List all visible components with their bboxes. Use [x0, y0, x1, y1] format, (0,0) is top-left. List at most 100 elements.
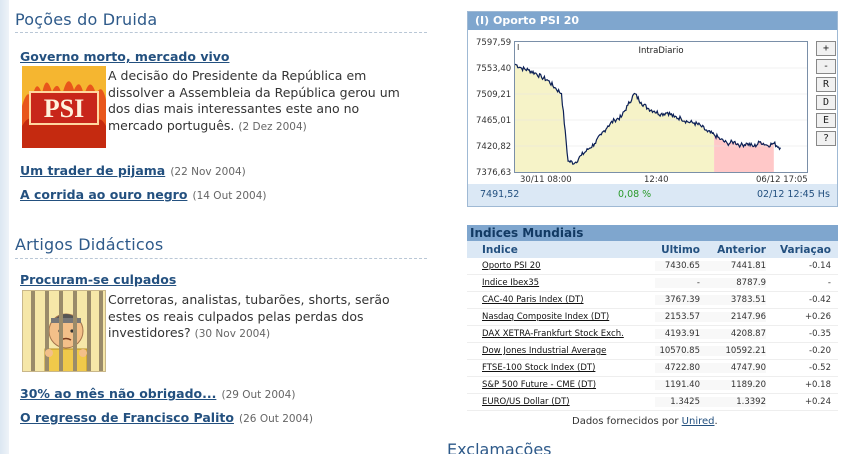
- indices-title: Indices Mundiais: [467, 225, 838, 241]
- data-source-note: Dados fornecidos por Unired.: [572, 416, 718, 427]
- zoom-out-button[interactable]: -: [816, 59, 836, 74]
- index-name-link-cell: Oporto PSI 20: [467, 261, 655, 271]
- table-row: EURO/US Dollar (DT) 1.3425 1.3392 +0.24: [467, 394, 838, 411]
- feature-link-governo[interactable]: Governo morto, mercado vivo: [20, 49, 230, 64]
- unired-link[interactable]: Unired: [681, 416, 715, 427]
- psi-thumbnail[interactable]: PSI: [22, 66, 106, 148]
- feature-text-governo: A decisão do Presidente da República em …: [108, 68, 408, 135]
- table-row: Oporto PSI 20 7430.65 7441.81 -0.14: [467, 258, 838, 275]
- cell-variacao-cell: +0.24: [804, 397, 831, 407]
- article-date: (29 Out 2004): [221, 389, 296, 401]
- index-name-link[interactable]: FTSE-100 Stock Index (DT): [482, 363, 596, 373]
- feature-body: Corretoras, analistas, tubarões, shorts,…: [108, 292, 390, 340]
- cell-variacao-cell: -0.35: [809, 329, 831, 339]
- index-name-link[interactable]: Oporto PSI 20: [482, 261, 541, 271]
- cell-ultimo-cell: 10570.85: [655, 346, 700, 356]
- cell-variacao-cell: -: [827, 278, 831, 288]
- cell-variacao-cell: -0.52: [809, 363, 831, 373]
- feature-body: A decisão do Presidente da República em …: [108, 68, 400, 133]
- chart-e-button[interactable]: E: [816, 113, 836, 128]
- indices-body: Oporto PSI 20 7430.65 7441.81 -0.14 Indice I…: [467, 258, 838, 411]
- source-suffix: .: [714, 416, 718, 427]
- index-name-link[interactable]: EURO/US Dollar (DT): [482, 397, 570, 407]
- y-tick-label: 7376,63: [476, 168, 512, 178]
- index-name-link-cell: FTSE-100 Stock Index (DT): [467, 363, 655, 373]
- col-header-variacao: Variaçao: [779, 243, 831, 256]
- current-value: 7491,52: [480, 189, 520, 200]
- article-link-palito[interactable]: O regresso de Francisco Palito: [20, 410, 234, 425]
- chart-d-button[interactable]: D: [816, 95, 836, 110]
- list-item: Um trader de pijama (22 Nov 2004): [20, 160, 246, 179]
- index-name-link[interactable]: DAX XETRA-Frankfurt Stock Exch.: [482, 329, 624, 339]
- cell-anterior-cell: 4208.87: [700, 329, 766, 339]
- cell-ultimo-cell: 2153.57: [655, 312, 700, 322]
- index-name-link[interactable]: CAC-40 Paris Index (DT): [482, 295, 584, 305]
- x-tick-label: 12:40: [644, 175, 669, 185]
- article-link-30-porcento[interactable]: 30% ao mês não obrigado...: [20, 386, 217, 401]
- list-item: O regresso de Francisco Palito (26 Out 2…: [20, 407, 313, 426]
- indices-header-row: Indice Ultimo Anterior Variaçao: [467, 241, 838, 258]
- cell-anterior-cell: 10592.21: [700, 346, 766, 356]
- article-link-ouro[interactable]: A corrida ao ouro negro: [20, 187, 188, 202]
- chart-help-button[interactable]: ?: [816, 131, 836, 146]
- feature-link-culpados[interactable]: Procuram-se culpados: [20, 272, 177, 287]
- index-name-link-cell: CAC-40 Paris Index (DT): [467, 295, 655, 305]
- cell-variacao-cell: -0.42: [809, 295, 831, 305]
- feature-date: (2 Dez 2004): [238, 120, 307, 133]
- prisoner-image: [23, 291, 105, 371]
- y-tick-label: 7553,40: [476, 64, 512, 74]
- cell-ultimo-cell: 3767.39: [655, 295, 700, 305]
- chart-corner-mark: I: [517, 43, 519, 52]
- section-title-artigos: Artigos Didácticos: [15, 235, 164, 254]
- table-row: FTSE-100 Stock Index (DT) 4722.80 4747.90 -…: [467, 360, 838, 377]
- index-name-link-cell: Nasdaq Composite Index (DT): [467, 312, 655, 322]
- index-name-link-cell: DAX XETRA-Frankfurt Stock Exch.: [467, 329, 655, 339]
- table-row: Indice Ibex35-8787.9-: [467, 275, 838, 292]
- cell-ultimo-cell: -: [655, 278, 700, 288]
- table-row: DAX XETRA-Frankfurt Stock Exch. 4193.91 42…: [467, 326, 838, 343]
- cell-variacao-cell: +0.18: [804, 380, 831, 390]
- table-row: CAC-40 Paris Index (DT) 3767.39 3783.51 -0.…: [467, 292, 838, 309]
- left-decorative-band: [0, 0, 9, 454]
- index-name-link[interactable]: Nasdaq Composite Index (DT): [482, 312, 610, 322]
- cell-ultimo-cell: 1.3425: [655, 397, 700, 407]
- index-name-link[interactable]: Indice Ibex35: [482, 278, 540, 288]
- col-header-indice: Indice: [482, 243, 518, 256]
- cell-anterior-cell: 2147.96: [700, 312, 766, 322]
- section-divider: [15, 258, 427, 259]
- intraday-chart-svg: I IntraDiario: [515, 43, 807, 172]
- cell-ultimo-cell: 7430.65: [655, 261, 700, 271]
- list-item: A corrida ao ouro negro (14 Out 2004): [20, 184, 267, 203]
- fire-image: PSI: [22, 66, 106, 148]
- article-date: (14 Out 2004): [192, 190, 267, 202]
- psi20-chart-panel: (I) Oporto PSI 20 7597,59 7553,40 7509,2…: [467, 11, 838, 207]
- y-tick-label: 7509,21: [476, 90, 512, 100]
- cell-variacao-cell: -0.20: [809, 346, 831, 356]
- chart-r-button[interactable]: R: [816, 77, 836, 92]
- shaded-region: [515, 64, 715, 172]
- index-name-link[interactable]: S&P 500 Future - CME (DT): [482, 380, 597, 390]
- chart-footer: 7491,52 0,08 % 02/12 12:45 Hs: [468, 184, 837, 206]
- zoom-in-button[interactable]: +: [816, 41, 836, 56]
- index-name-link[interactable]: Dow Jones Industrial Average: [482, 346, 607, 356]
- cell-anterior-cell: 1189.20: [700, 380, 766, 390]
- cell-variacao-cell: +0.26: [804, 312, 831, 322]
- table-row: Nasdaq Composite Index (DT) 2153.57 2147.9…: [467, 309, 838, 326]
- psi-logo-text: PSI: [44, 94, 84, 123]
- indices-table: Indices Mundiais Indice Ultimo Anterior …: [467, 225, 838, 411]
- source-prefix: Dados fornecidos por: [572, 416, 679, 427]
- article-date: (26 Out 2004): [239, 413, 314, 425]
- table-row: S&P 500 Future - CME (DT) 1191.40 1189.20 +…: [467, 377, 838, 394]
- index-name-link-cell: Dow Jones Industrial Average: [467, 346, 655, 356]
- article-link-trader[interactable]: Um trader de pijama: [20, 163, 166, 178]
- feature-date: (30 Nov 2004): [194, 328, 271, 340]
- cell-anterior-cell: 8787.9: [700, 278, 766, 288]
- col-header-ultimo: Ultimo: [661, 243, 700, 256]
- last-update-time: 02/12 12:45 Hs: [757, 189, 830, 200]
- chart-title: IntraDiario: [638, 46, 683, 56]
- cell-anterior-cell: 4747.90: [700, 363, 766, 373]
- jail-thumbnail[interactable]: [22, 290, 106, 372]
- cell-variacao-cell: -0.14: [809, 261, 831, 271]
- y-tick-label: 7465,01: [476, 116, 512, 126]
- intraday-chart[interactable]: I IntraDiario: [514, 41, 808, 173]
